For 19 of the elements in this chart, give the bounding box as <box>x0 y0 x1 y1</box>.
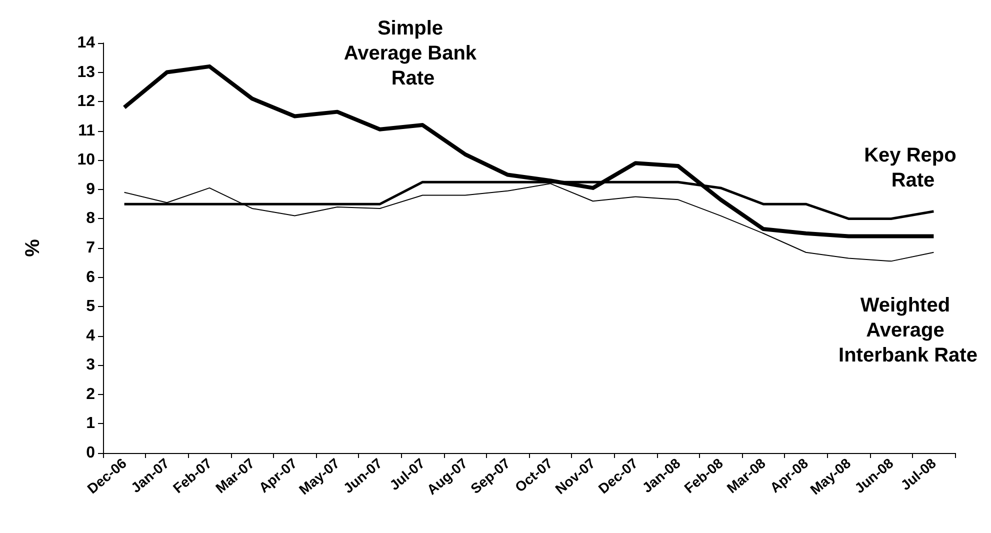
y-tick-label: 7 <box>86 240 96 256</box>
y-tick-label: 9 <box>86 180 96 198</box>
y-tick-label: 2 <box>86 386 96 403</box>
y-tick-label: 1 <box>86 415 96 432</box>
y-tick-label: 5 <box>86 298 96 316</box>
y-tick-label: 0 <box>86 444 96 462</box>
y-tick-label: 6 <box>86 268 96 286</box>
series-label: Simple Average Bank Rate <box>344 18 482 90</box>
y-tick-label: 10 <box>77 152 96 169</box>
y-tick-label: 11 <box>78 122 96 140</box>
series-label: Weighted Average Interbank Rate <box>838 294 978 366</box>
series-label: Key Repo Rate <box>864 144 962 192</box>
y-tick-label: 13 <box>77 64 96 81</box>
y-axis-title: % <box>22 238 44 257</box>
y-tick-label: 12 <box>77 93 96 110</box>
y-tick-label: 4 <box>86 327 96 344</box>
y-tick-label: 14 <box>77 34 96 52</box>
y-tick-label: 3 <box>86 356 96 374</box>
y-tick-label: 8 <box>86 210 96 228</box>
